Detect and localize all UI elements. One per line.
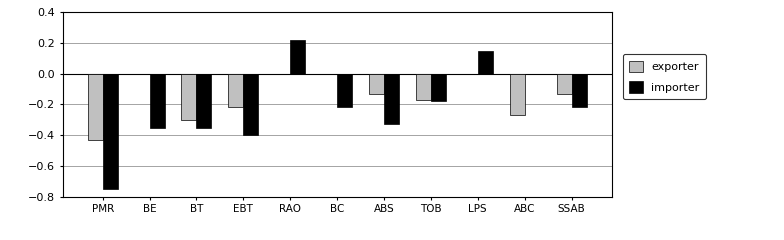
Bar [431,74,446,101]
Bar [243,74,259,135]
Bar [572,74,586,108]
Bar [477,50,493,74]
Legend: exporter, importer: exporter, importer [622,54,706,99]
Bar [181,74,197,120]
Bar [197,74,212,127]
Bar [557,74,572,94]
Bar [384,74,399,124]
Bar [337,74,352,108]
Bar [510,74,524,115]
Bar [416,74,431,100]
Bar [369,74,384,94]
Bar [228,74,243,108]
Bar [150,74,165,127]
Bar [103,74,118,189]
Bar [290,40,305,74]
Bar [88,74,103,140]
